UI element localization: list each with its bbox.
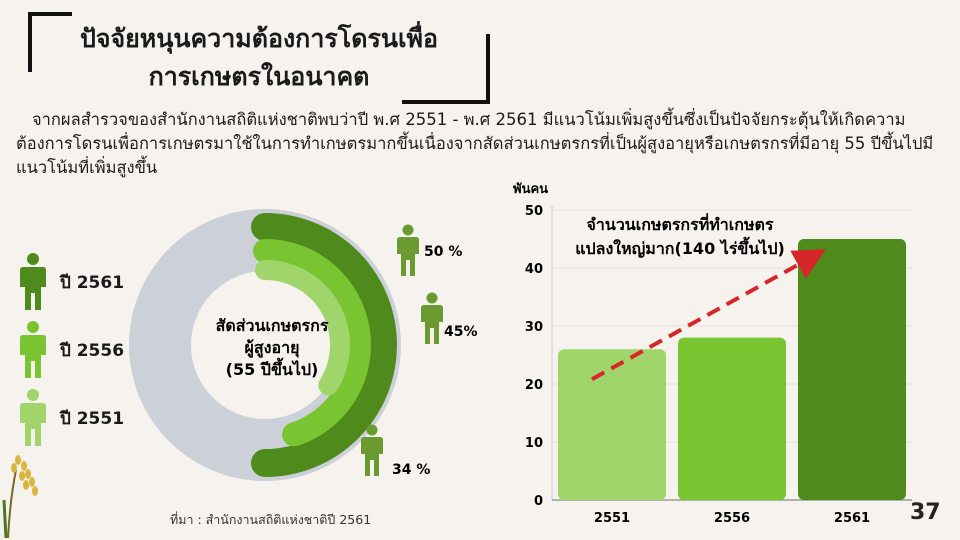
person-icon — [421, 292, 443, 344]
intro-paragraph: จากผลสำรวจของสำนักงานสถิติแห่งชาติพบว่าป… — [16, 110, 934, 177]
donut-value-label: 34 % — [392, 462, 430, 478]
y-tick-label: 50 — [525, 204, 543, 219]
x-tick-label: 2551 — [594, 511, 630, 526]
x-tick-label: 2561 — [834, 511, 870, 526]
x-tick-label: 2556 — [714, 511, 750, 526]
trend-arrow — [591, 249, 826, 381]
page-title-line-2: การเกษตรในอนาคต — [148, 62, 370, 91]
rice-plant-icon — [2, 455, 38, 538]
donut-arc-ปี-2561 — [251, 213, 397, 477]
title-bracket-top-left — [28, 12, 72, 72]
y-tick-label: 10 — [525, 436, 543, 451]
donut-center-label-1: สัดส่วนเกษตรกร — [216, 316, 329, 335]
source-note: ที่มา : สำนักงานสถิติแห่งชาติปี 2561 — [170, 512, 372, 527]
y-tick-label: 20 — [525, 378, 543, 393]
person-icon — [397, 224, 419, 276]
bar-chart-title-line-1: จำนวนเกษตรกรที่ทำเกษตร — [587, 213, 774, 234]
legend-item-2556: ปี 2556 — [14, 320, 124, 380]
legend-label: ปี 2551 — [60, 408, 125, 429]
legend-item-2551: ปี 2551 — [14, 388, 124, 448]
page-number: 37 — [910, 500, 941, 525]
y-tick-label: 30 — [525, 320, 543, 335]
title-frame: ปัจจัยหนุนความต้องการโดรนเพื่อ การเกษตรใ… — [28, 12, 490, 104]
donut-center-label-3: (55 ปีขึ้นไป) — [226, 357, 319, 379]
title-bracket-bottom-right — [402, 34, 490, 104]
page-title: ปัจจัยหนุนความต้องการโดรนเพื่อ การเกษตรใ… — [40, 20, 478, 96]
bar-2561 — [798, 239, 906, 500]
y-axis-label: พันคน — [513, 182, 548, 197]
bar-chart-title-line-2: แปลงใหญ่มาก(140 ไร่ขึ้นไป) — [575, 236, 785, 259]
donut-arc-ปี-2551 — [255, 260, 350, 396]
person-icon — [20, 389, 46, 446]
page-title-line-1: ปัจจัยหนุนความต้องการโดรนเพื่อ — [79, 24, 439, 53]
person-icon — [20, 321, 46, 378]
y-tick-label: 0 — [534, 494, 543, 509]
person-icon — [20, 253, 46, 310]
donut-value-label: 45% — [444, 324, 478, 340]
y-tick-label: 40 — [525, 262, 543, 277]
bar-2551 — [558, 349, 666, 500]
bar-2556 — [678, 337, 786, 500]
legend-item-2561: ปี 2561 — [14, 252, 124, 312]
legend-label: ปี 2561 — [60, 272, 125, 293]
donut-value-label: 50 % — [424, 244, 462, 260]
donut-center-label-2: ผู้สูงอายุ — [245, 338, 300, 359]
donut-arc-ปี-2556 — [253, 239, 371, 447]
legend-label: ปี 2556 — [60, 340, 125, 361]
person-icon — [361, 424, 383, 476]
